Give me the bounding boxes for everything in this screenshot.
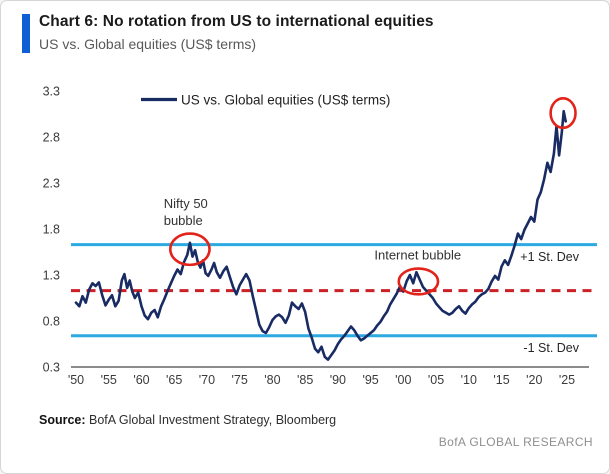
annotations-group: Nifty 50 bubble Internet bubble xyxy=(164,196,461,263)
y-tick-label: 2.8 xyxy=(43,131,60,145)
x-tick-label: '50 xyxy=(68,373,84,387)
x-tick-label: '75 xyxy=(232,373,248,387)
internet-bubble-circle xyxy=(397,267,440,296)
x-tick-label: '60 xyxy=(133,373,149,387)
series-group xyxy=(74,109,568,361)
title-accent-bar xyxy=(22,14,30,53)
x-tick-label: '55 xyxy=(101,373,117,387)
minus-1-std-dev-label: -1 St. Dev xyxy=(523,341,579,355)
source-label: Source: xyxy=(39,413,86,427)
nifty-50-bubble-label: Nifty 50 xyxy=(164,196,208,211)
x-tick-label: '70 xyxy=(199,373,215,387)
nifty-50-bubble-label: bubble xyxy=(164,213,203,228)
reference-lines-group: +1 St. Dev -1 St. Dev xyxy=(71,243,597,355)
x-tick-label: '00 xyxy=(395,373,411,387)
chart-subtitle: US vs. Global equities (US$ terms) xyxy=(39,36,257,52)
y-tick-label: 1.3 xyxy=(43,269,60,283)
plus-1-std-dev-label: +1 St. Dev xyxy=(520,250,579,264)
y-tick-label: 3.3 xyxy=(43,85,60,99)
x-tick-label: '80 xyxy=(264,373,280,387)
x-tick-label: '15 xyxy=(493,373,509,387)
axis-group: 3.3 2.8 2.3 1.8 1.3 0.8 0.3 '50 '55 '60 '65 '70 '75 '… xyxy=(43,85,589,387)
current-peak-circle xyxy=(549,97,577,130)
series-line xyxy=(74,109,568,361)
x-tick-label: '90 xyxy=(330,373,346,387)
y-tick-label: 0.8 xyxy=(43,315,60,329)
x-tick-label: '25 xyxy=(559,373,575,387)
y-tick-label: 2.3 xyxy=(43,177,60,191)
y-tick-label: 1.8 xyxy=(43,223,60,237)
chart-title: Chart 6: No rotation from US to internat… xyxy=(39,13,434,30)
x-tick-label: '05 xyxy=(428,373,444,387)
x-tick-label: '20 xyxy=(526,373,542,387)
source-note: Source: BofA Global Investment Strategy,… xyxy=(39,413,336,427)
legend-label: US vs. Global equities (US$ terms) xyxy=(181,93,390,108)
x-tick-label: '85 xyxy=(297,373,313,387)
x-tick-label: '10 xyxy=(461,373,477,387)
highlight-ellipses-group xyxy=(168,97,577,296)
brand-mark: BofA GLOBAL RESEARCH xyxy=(438,435,593,449)
y-tick-label: 0.3 xyxy=(43,361,60,375)
internet-bubble-label: Internet bubble xyxy=(374,247,461,262)
x-tick-label: '65 xyxy=(166,373,182,387)
legend: US vs. Global equities (US$ terms) xyxy=(141,93,390,108)
source-text: BofA Global Investment Strategy, Bloombe… xyxy=(85,413,337,427)
nifty-50-bubble-circle xyxy=(168,232,211,267)
x-tick-label: '95 xyxy=(362,373,378,387)
